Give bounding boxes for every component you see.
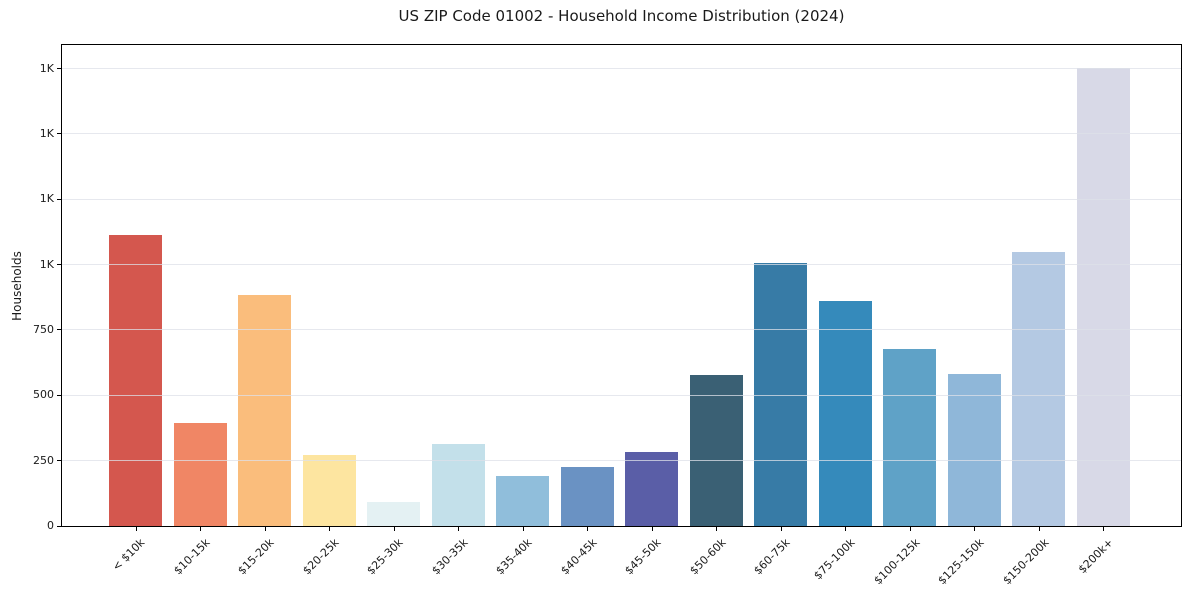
y-tick-mark-1000 (57, 264, 61, 266)
y-tick-label-1250: 1K (39, 192, 54, 206)
x-tick-mark-15 (1103, 527, 1105, 531)
y-tick-mark-250 (57, 460, 61, 462)
bar-45-50k (625, 452, 679, 526)
bar-30-35k (431, 443, 485, 526)
x-tick-mark-5 (458, 527, 460, 531)
x-tick-label-text: $45-50k (622, 536, 664, 578)
x-tick-label-text: $50-60k (687, 536, 729, 578)
x-tick-label-text: $60-75k (751, 536, 793, 578)
y-tick-mark-1250 (57, 198, 61, 200)
x-tick-mark-0 (135, 527, 137, 531)
bar-40-45k (560, 466, 614, 526)
gridline-1500 (62, 133, 1181, 135)
gridline-1000 (62, 264, 1181, 266)
chart-title: US ZIP Code 01002 - Household Income Dis… (398, 7, 845, 25)
y-tick-label-0: 0 (47, 519, 54, 532)
x-tick-mark-1 (200, 527, 202, 531)
gridline-250 (62, 460, 1181, 462)
x-tick-mark-8 (651, 527, 653, 531)
x-tick-mark-3 (329, 527, 331, 531)
bar-200k (1076, 68, 1130, 526)
x-tick-mark-11 (845, 527, 847, 531)
x-tick-mark-9 (716, 527, 718, 531)
x-tick-label-text: $15-20k (235, 536, 277, 578)
bar-10-15k (173, 423, 227, 526)
x-tick-mark-13 (974, 527, 976, 531)
x-tick-label-text: $20-25k (300, 536, 342, 578)
x-tick-label-text: $35-40k (493, 536, 535, 578)
bar-20-25k (302, 455, 356, 526)
y-tick-mark-1500 (57, 133, 61, 135)
y-tick-label-1750: 1K (39, 61, 54, 75)
x-tick-mark-14 (1038, 527, 1040, 531)
gridline-750 (62, 329, 1181, 331)
y-tick-mark-1750 (57, 68, 61, 70)
x-tick-mark-6 (522, 527, 524, 531)
y-tick-label-1500: 1K (39, 126, 54, 140)
x-tick-mark-2 (264, 527, 266, 531)
x-tick-label-text: $100-125k (870, 536, 923, 588)
x-tick-mark-4 (393, 527, 395, 531)
x-tick-label-text: $75-100k (811, 536, 858, 583)
x-tick-mark-7 (587, 527, 589, 531)
x-tick-label-text: $150-200k (999, 536, 1052, 588)
y-tick-mark-0 (57, 525, 61, 527)
bar-50-60k (689, 374, 743, 526)
bar-75-100k (818, 301, 872, 526)
x-tick-label-text: $40-45k (558, 536, 600, 578)
bar-25-30k (367, 502, 421, 526)
plot-area (61, 44, 1182, 527)
y-tick-label-500: 500 (33, 388, 54, 402)
gridline-1750 (62, 68, 1181, 70)
y-tick-mark-750 (57, 329, 61, 331)
x-tick-label-text: $200k+ (1075, 536, 1116, 577)
y-tick-label-750: 750 (33, 322, 54, 336)
bar-10k (109, 235, 162, 526)
bar-100-125k (883, 349, 937, 526)
y-tick-label-1000: 1K (39, 257, 54, 271)
x-tick-label-text: $10-15k (170, 536, 213, 578)
bar-35-40k (496, 476, 550, 526)
x-tick-label-text: $30-35k (429, 536, 471, 578)
x-tick-mark-10 (780, 527, 782, 531)
x-tick-mark-12 (909, 527, 911, 531)
gridline-500 (62, 394, 1181, 396)
bar-150-200k (1012, 251, 1066, 526)
x-tick-label-text: $125-150k (935, 536, 987, 588)
bar-15-20k (238, 294, 292, 526)
x-tick-label-text: $25-30k (364, 536, 406, 578)
y-tick-mark-500 (57, 394, 61, 396)
bar-60-75k (754, 262, 808, 526)
y-tick-label-250: 250 (33, 453, 54, 467)
gridline-1250 (62, 198, 1181, 200)
x-tick-label-text: < $10k (110, 536, 148, 574)
bar-125-150k (947, 374, 1001, 526)
